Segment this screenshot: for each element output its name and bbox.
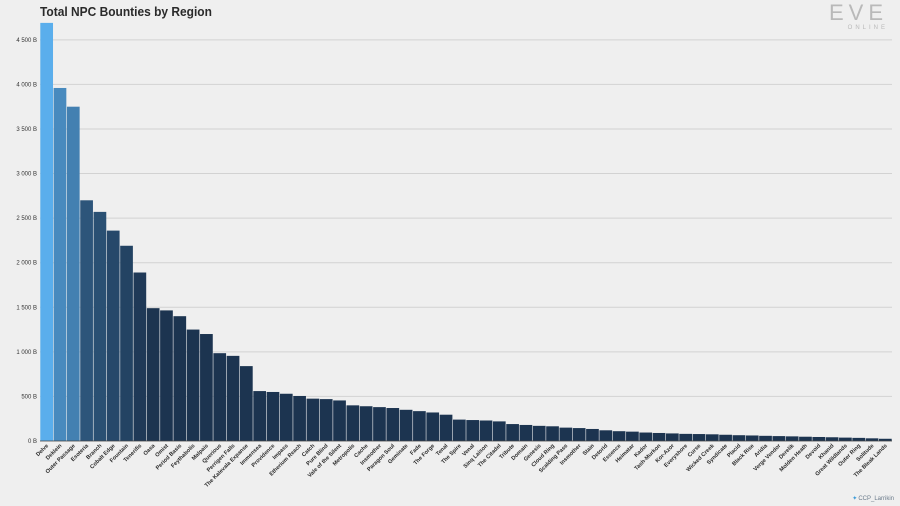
bar [279, 393, 293, 441]
y-tick-label: 4 000 B [16, 82, 37, 88]
y-tick-label: 4 500 B [16, 38, 37, 44]
bar [852, 437, 866, 441]
bar [213, 353, 227, 441]
y-tick-label: 1 000 B [16, 350, 37, 356]
bar [719, 434, 732, 441]
bar [346, 405, 360, 441]
bar [506, 424, 519, 441]
bar [612, 431, 626, 441]
bar [106, 230, 120, 441]
bars [40, 22, 892, 442]
bar [146, 308, 160, 441]
chart-title: Total NPC Bounties by Region [40, 4, 212, 19]
bar [80, 200, 93, 441]
bar [66, 106, 80, 441]
bar [53, 87, 67, 441]
bar [559, 427, 573, 441]
bar [306, 398, 320, 441]
bar [546, 426, 559, 441]
bar [492, 421, 506, 441]
bar [120, 245, 133, 441]
bar [586, 428, 599, 441]
logo-sub-text: ONLINE [847, 25, 888, 31]
logo-main-text: EVE [828, 0, 888, 25]
y-tick-label: 3 500 B [16, 127, 37, 133]
y-tick-label: 2 500 B [16, 216, 37, 222]
bar [466, 420, 480, 441]
bar [319, 399, 333, 441]
bar [878, 438, 892, 441]
bar [679, 433, 693, 441]
bar [93, 211, 107, 441]
y-tick-label: 2 000 B [16, 261, 37, 267]
bar [253, 391, 267, 441]
twitter-credit: ✦CCP_Larrikin [852, 495, 894, 502]
y-tick-label: 1 500 B [16, 305, 37, 311]
bar [772, 436, 786, 441]
bar [839, 437, 852, 441]
bar [599, 430, 613, 441]
bar [812, 436, 826, 441]
bar [359, 406, 373, 441]
bar [705, 434, 719, 441]
bar [173, 316, 187, 441]
bar [413, 411, 426, 441]
bar [759, 435, 772, 441]
bar [426, 412, 440, 441]
bar [572, 428, 586, 441]
bar [479, 420, 493, 441]
y-tick-label: 3 000 B [16, 172, 37, 178]
bar [373, 407, 386, 441]
bar [133, 272, 147, 441]
bar [399, 409, 413, 441]
bar [825, 437, 839, 441]
y-tick-label: 0 B [28, 439, 37, 445]
bar [160, 310, 173, 441]
bar [439, 414, 453, 441]
bar [40, 22, 54, 442]
bar [452, 419, 466, 441]
bar [799, 436, 812, 441]
y-tick-label: 500 B [21, 394, 37, 400]
bar [532, 425, 546, 441]
bar [519, 424, 533, 441]
bar [386, 408, 400, 441]
bar [333, 400, 346, 441]
bar [293, 395, 306, 441]
bar [639, 432, 653, 441]
credit-text: CCP_Larrikin [858, 496, 894, 502]
bar [692, 434, 706, 441]
bar [626, 431, 639, 441]
bar [239, 366, 253, 441]
bar [865, 438, 879, 441]
bar [226, 355, 240, 441]
bar [745, 435, 759, 441]
twitter-bird-icon: ✦ [852, 496, 858, 502]
bar [665, 433, 679, 441]
bar [266, 391, 280, 441]
bar [785, 436, 799, 441]
eve-online-logo: EVE ONLINE [829, 2, 888, 32]
bar [652, 432, 666, 441]
y-axis-tick-labels: 0 B 500 B 1 000 B 1 500 B 2 000 B 2 500 B 3 00… [16, 38, 37, 445]
bar [200, 334, 213, 441]
bar [186, 329, 200, 441]
bar [732, 435, 746, 441]
